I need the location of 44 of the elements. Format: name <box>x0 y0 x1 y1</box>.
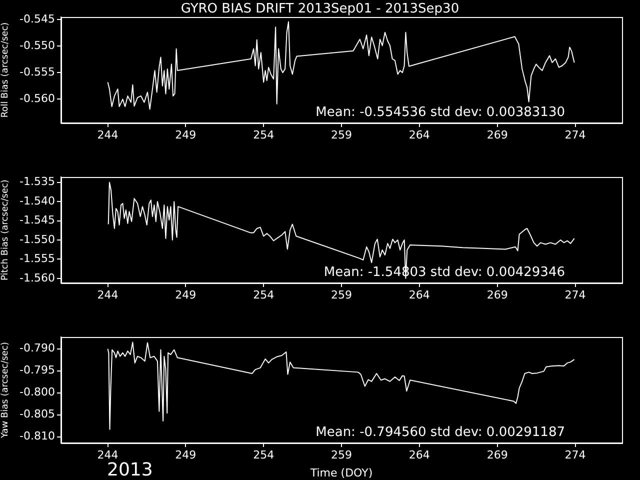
x-tick-label: 259 <box>331 128 352 142</box>
y-tick-label: -1.555 <box>20 252 55 266</box>
text: 2013 <box>107 460 153 480</box>
x-tick-label: 269 <box>486 288 508 302</box>
y-tick-label: -0.795 <box>20 364 55 377</box>
y-tick-label: -0.790 <box>20 342 55 355</box>
y-tick-label: -1.545 <box>20 214 55 227</box>
x-tick-label: 269 <box>486 448 508 462</box>
y-tick-label: -0.555 <box>20 66 55 79</box>
y-axis-title: Pitch Bias (arcsec/sec) <box>0 180 11 280</box>
x-tick-label: 249 <box>175 288 196 302</box>
y-axis-title: Yaw Bias (arcsec/sec) <box>0 342 11 440</box>
y-axis-title: Roll Bias (arcsec/sec) <box>0 22 11 118</box>
y-tick-label: -1.560 <box>20 271 55 284</box>
x-tick-label: 244 <box>97 128 118 142</box>
x-tick-label: 264 <box>408 128 430 142</box>
y-tick-label: -0.560 <box>20 92 55 106</box>
x-tick-label: 254 <box>253 128 274 142</box>
y-tick-label: -1.550 <box>20 232 55 246</box>
y-tick-label: -0.810 <box>20 430 55 443</box>
x-axis-title: Time (DOY) <box>309 466 373 480</box>
y-tick-label: -1.540 <box>20 194 55 208</box>
annotation: Mean: -0.554536 std dev: 0.00383130 <box>316 104 565 120</box>
y-tick-label: -0.805 <box>20 408 55 421</box>
x-tick-label: 274 <box>564 128 586 142</box>
x-tick-label: 259 <box>331 448 352 462</box>
x-tick-label: 254 <box>253 288 274 302</box>
x-tick-label: 259 <box>331 288 352 302</box>
x-tick-label: 274 <box>564 448 586 462</box>
y-tick-label: -0.550 <box>20 39 55 52</box>
x-tick-label: 244 <box>97 288 118 302</box>
x-tick-label: 254 <box>253 448 274 462</box>
chart-title: GYRO BIAS DRIFT 2013Sep01 - 2013Sep30 <box>180 1 460 16</box>
x-tick-label: 274 <box>564 288 586 302</box>
x-tick-label: 264 <box>408 288 430 302</box>
y-tick-label: -1.535 <box>20 175 55 188</box>
y-tick-label: -0.800 <box>20 386 55 399</box>
x-tick-label: 269 <box>486 128 508 142</box>
x-tick-label: 244 <box>97 448 118 462</box>
x-tick-label: 264 <box>408 448 430 462</box>
x-tick-label: 249 <box>175 128 196 142</box>
annotation: Mean: -0.794560 std dev: 0.00291187 <box>316 424 565 440</box>
y-tick-label: -0.545 <box>20 12 55 26</box>
x-tick-label: 249 <box>175 448 196 462</box>
